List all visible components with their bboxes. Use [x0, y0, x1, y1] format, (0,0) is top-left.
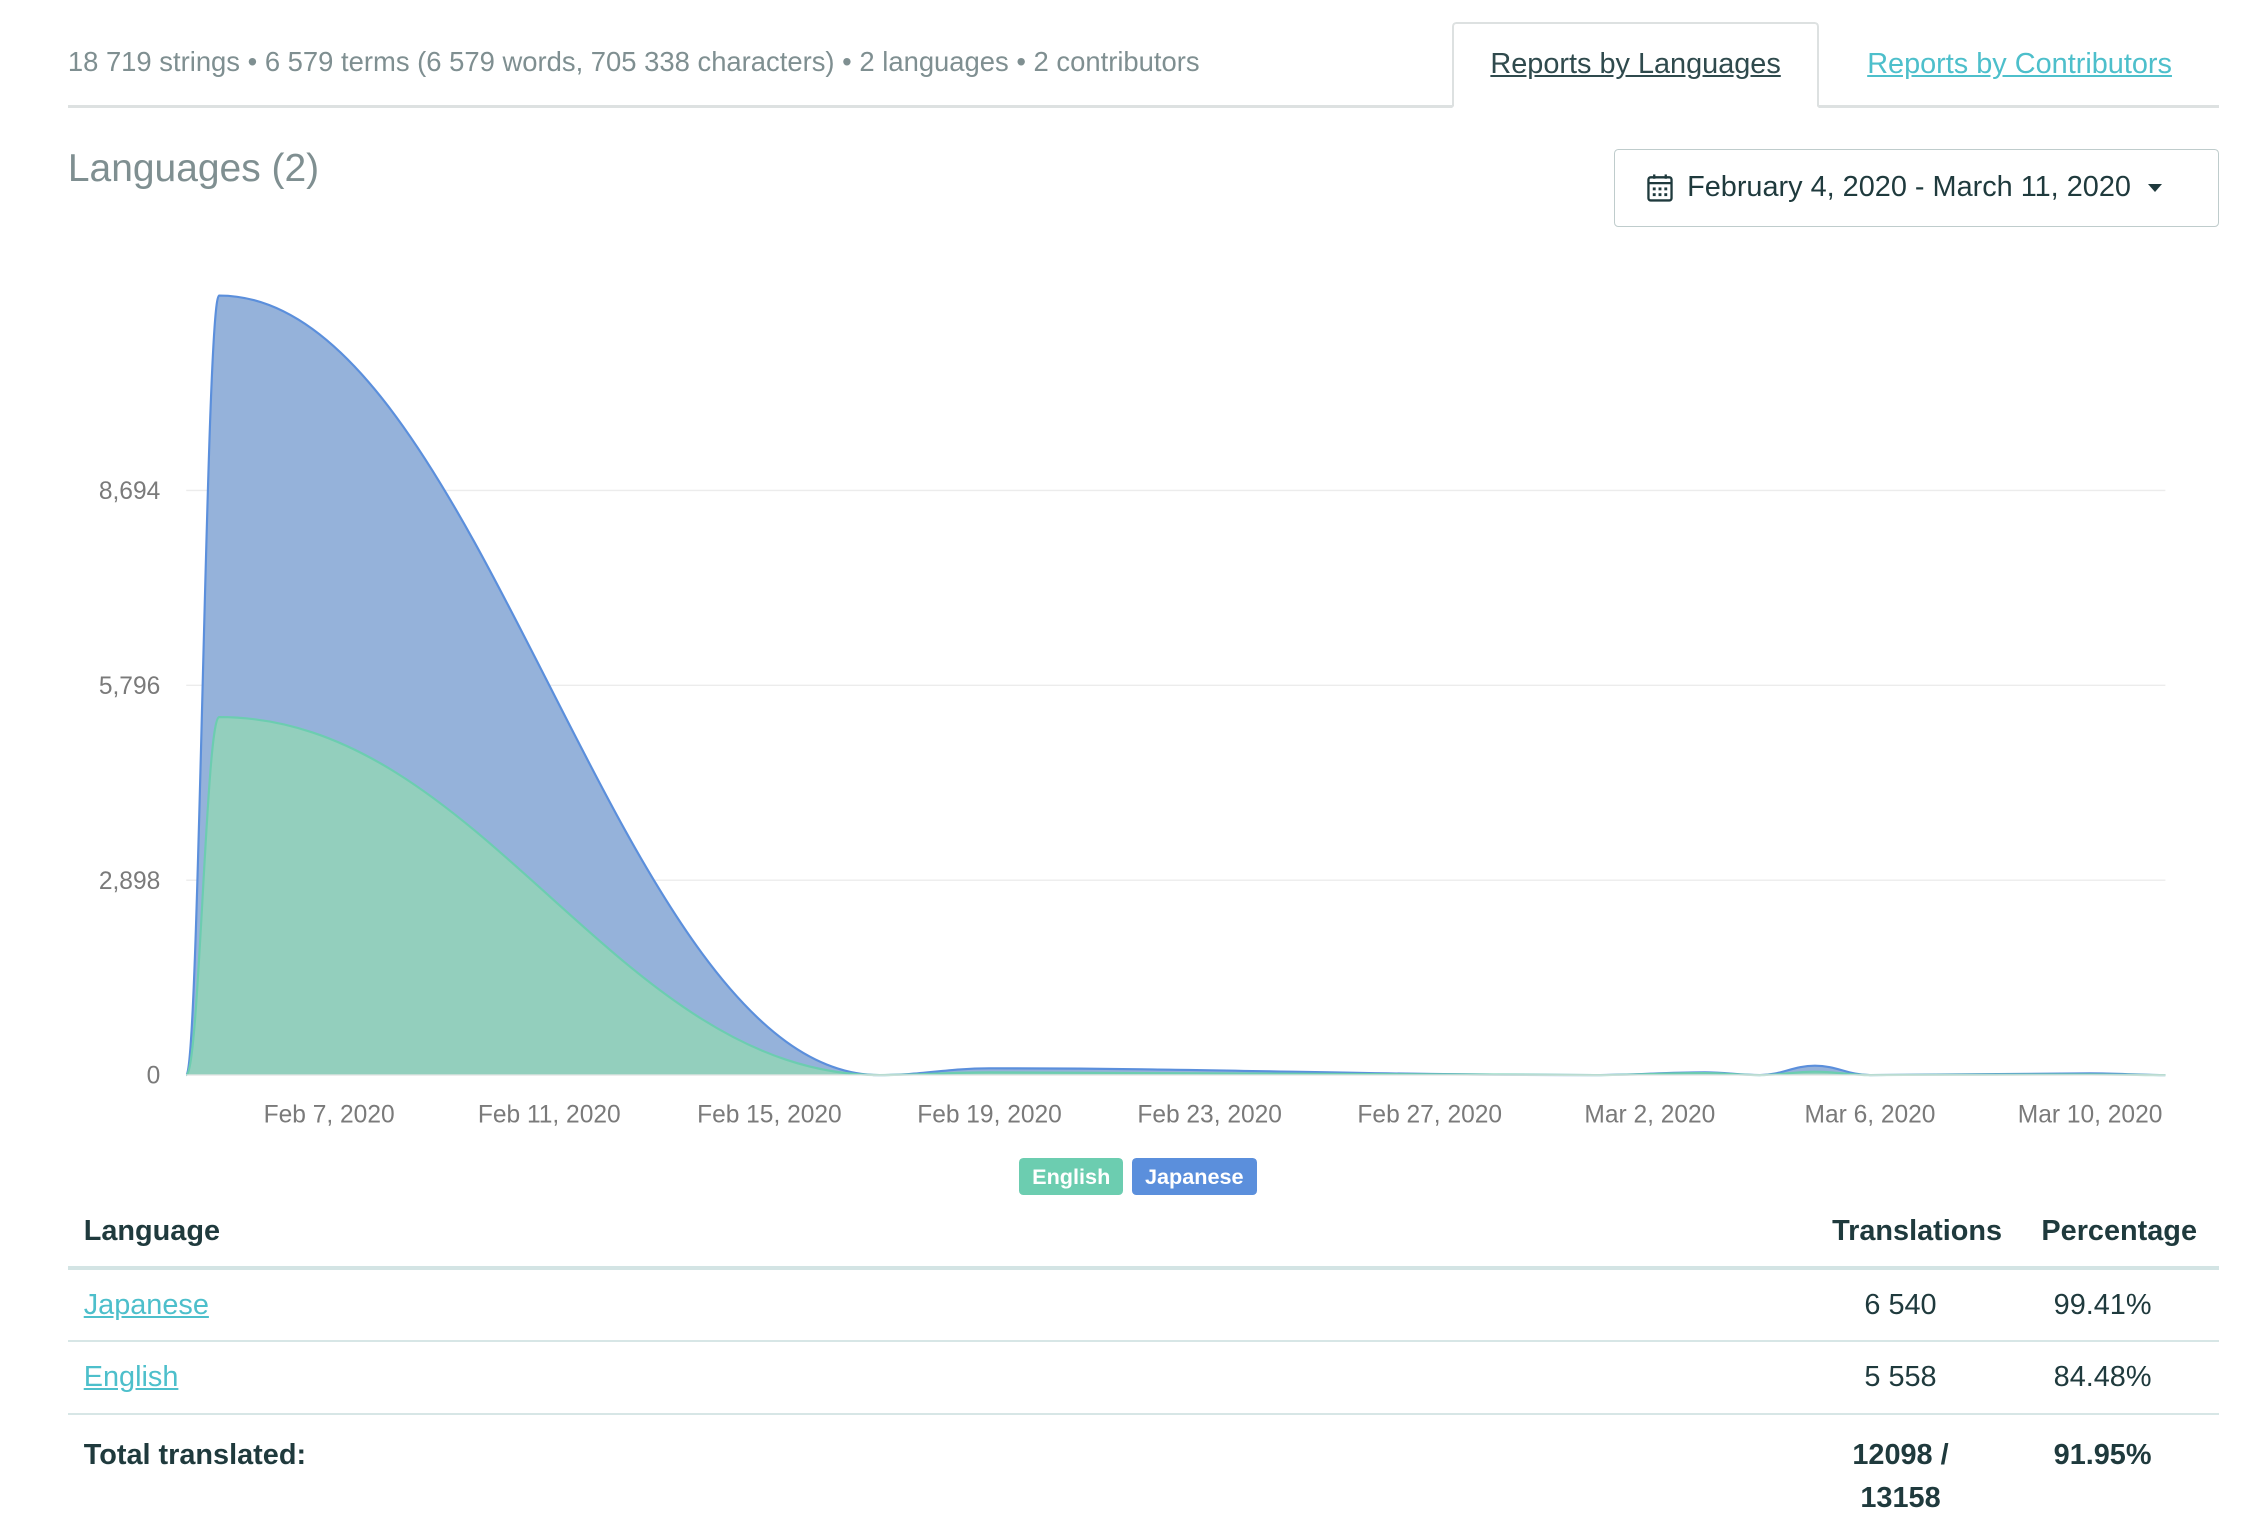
translations-cell: 5 558 [1814, 1341, 2020, 1415]
percentage-cell: 84.48% [2019, 1341, 2219, 1415]
total-percentage: 91.95% [2053, 1438, 2152, 1471]
tab-reports-by-contributors[interactable]: Reports by Contributors [1822, 22, 2218, 109]
language-link-japanese[interactable]: Japanese [83, 1288, 209, 1321]
languages-table: Language Translations Percentage Japanes… [67, 1201, 2219, 1539]
y-tick-label: 5,796 [99, 673, 160, 700]
header-translations: Translations [1814, 1201, 2020, 1270]
y-tick-label: 0 [147, 1063, 161, 1090]
legend-japanese[interactable]: Japanese [1131, 1157, 1257, 1196]
chevron-down-icon [2148, 183, 2163, 192]
total-translations-line1: 12098 / [1852, 1438, 1949, 1471]
calendar-icon [1646, 174, 1673, 202]
x-tick-label: Feb 15, 2020 [697, 1102, 842, 1129]
total-row: Total translated: 12098 / 13158 91.95% [68, 1414, 2219, 1539]
total-translations: 12098 / 13158 [1815, 1414, 2020, 1539]
header-percentage: Percentage [2019, 1201, 2219, 1270]
project-summary: 18 719 strings • 6 579 terms (6 579 word… [67, 46, 1200, 78]
x-tick-label: Feb 23, 2020 [1137, 1102, 1282, 1129]
tab-reports-by-languages[interactable]: Reports by Languages [1452, 21, 1819, 109]
total-label: Total translated: [83, 1438, 307, 1471]
header-language: Language [67, 1201, 1815, 1270]
x-tick-label: Mar 6, 2020 [1805, 1102, 1936, 1129]
page-title: Languages (2) [67, 147, 320, 191]
table-row: English 5 558 84.48% [67, 1341, 2219, 1415]
table-row: Japanese 6 540 99.41% [67, 1267, 2219, 1343]
tab-reports-by-contributors-link[interactable]: Reports by Contributors [1867, 48, 2172, 81]
english-area [186, 717, 2166, 1076]
x-tick-label: Mar 10, 2020 [2018, 1102, 2163, 1129]
legend-english[interactable]: English [1019, 1157, 1124, 1196]
total-translations-line2: 13158 [1860, 1481, 1941, 1514]
x-tick-label: Feb 27, 2020 [1357, 1102, 1502, 1129]
date-range-label: February 4, 2020 - March 11, 2020 [1687, 171, 2131, 204]
chart-legend: English Japanese [1019, 1157, 1257, 1196]
date-range-picker[interactable]: February 4, 2020 - March 11, 2020 [1613, 148, 2219, 227]
x-tick-label: Feb 19, 2020 [917, 1102, 1062, 1129]
translations-cell: 6 540 [1814, 1267, 2020, 1343]
tabs-divider [67, 105, 2219, 109]
y-tick-label: 8,694 [99, 478, 160, 505]
x-tick-label: Mar 2, 2020 [1584, 1102, 1715, 1129]
tab-reports-by-languages-link[interactable]: Reports by Languages [1490, 48, 1781, 81]
language-link-english[interactable]: English [83, 1361, 179, 1394]
y-tick-label: 2,898 [99, 868, 160, 895]
table-header-row: Language Translations Percentage [67, 1201, 2219, 1270]
x-tick-label: Feb 11, 2020 [478, 1102, 621, 1129]
percentage-cell: 99.41% [2019, 1267, 2219, 1343]
translations-area-chart: 0 2,898 5,796 8,694 Feb 7, 2020 Feb 11, 2020 F… [99, 294, 2166, 1129]
x-tick-label: Feb 7, 2020 [264, 1102, 395, 1129]
